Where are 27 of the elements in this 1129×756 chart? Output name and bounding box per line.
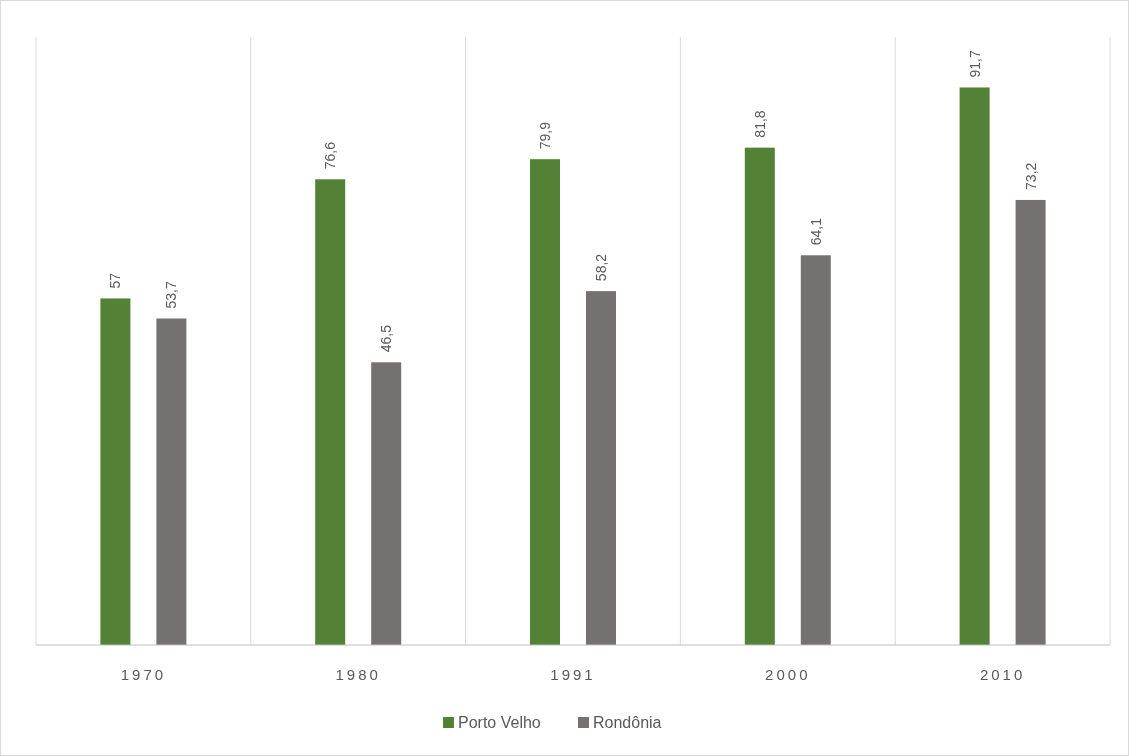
data-label: 73,2: [1022, 162, 1039, 190]
data-label: 91,7: [966, 50, 983, 78]
data-label: 76,6: [322, 141, 339, 170]
x-tick-label: 1991: [550, 666, 596, 683]
legend-label: Porto Velho: [458, 714, 541, 731]
data-label: 58,2: [593, 253, 609, 282]
bar: [959, 87, 990, 645]
data-label: 81,8: [751, 110, 768, 138]
bar: [586, 291, 616, 645]
legend-label: Rondônia: [593, 714, 662, 731]
bar: [744, 147, 775, 645]
bar: [315, 179, 346, 645]
x-tick-label: 1970: [120, 666, 167, 683]
data-label: 53,7: [163, 281, 180, 309]
bar: [800, 255, 831, 645]
bar: [1015, 199, 1046, 645]
data-label: 64,1: [807, 217, 824, 246]
data-label: 46,5: [378, 324, 395, 353]
bar: [371, 362, 402, 645]
data-label: 57: [107, 272, 124, 289]
bar: [530, 159, 560, 645]
data-label: 79,9: [537, 121, 553, 150]
x-tick-label: 2010: [979, 666, 1026, 683]
x-tick-label: 1980: [335, 666, 381, 683]
bar: [100, 298, 131, 645]
bar: [156, 318, 187, 645]
x-tick-label: 2000: [765, 666, 811, 683]
